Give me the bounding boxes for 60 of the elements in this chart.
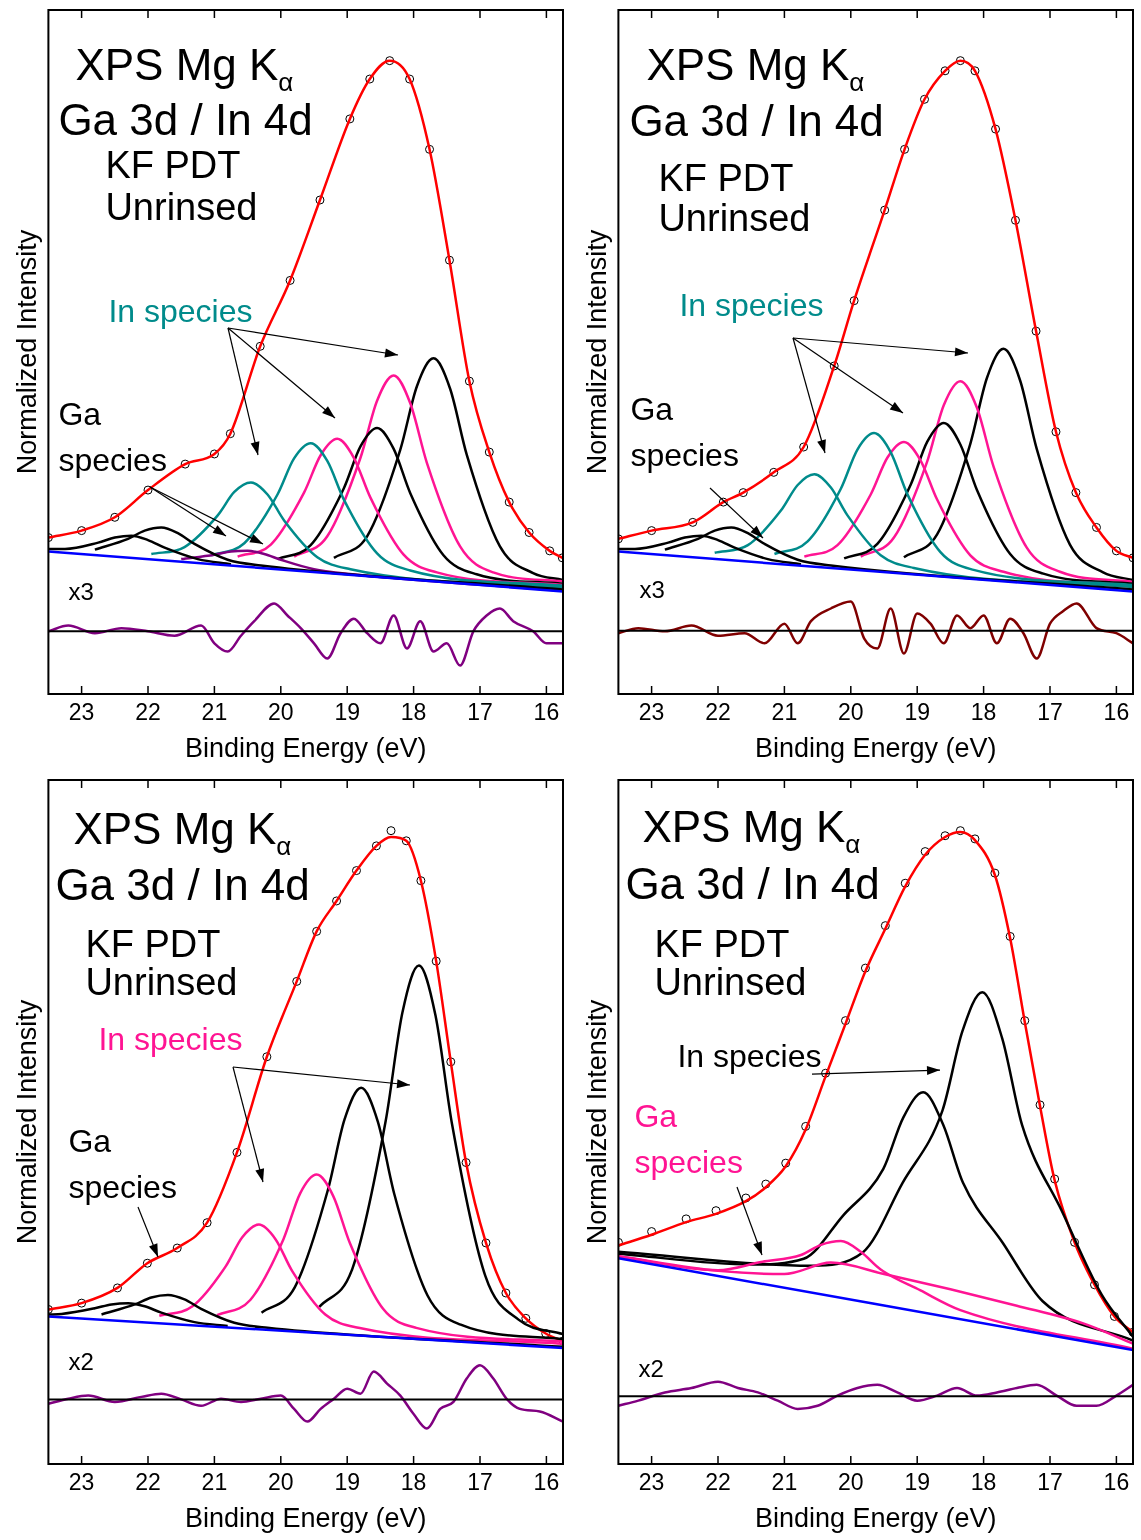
- x-axis-title: Binding Energy (eV): [184, 733, 427, 764]
- annotation: KF PDT: [105, 144, 241, 186]
- annotation: Ga species: [634, 1098, 743, 1180]
- annotation: Ga 3d / In 4d: [629, 96, 884, 145]
- x-tick-label: 21: [201, 699, 228, 726]
- x-tick-label: 20: [268, 1469, 294, 1496]
- x-axis-title: Binding Energy (eV): [754, 733, 997, 764]
- x-tick-label: 18: [970, 699, 997, 726]
- annotation: Ga 3d / In 4d: [625, 859, 880, 908]
- x-tick-label: 21: [201, 1469, 228, 1496]
- annotation: Unrinsed: [105, 186, 258, 228]
- x-tick-label: 16: [1103, 699, 1130, 726]
- annotation: x3: [639, 576, 665, 603]
- x-tick-label: 22: [705, 1469, 731, 1496]
- x-tick-label: 16: [533, 1469, 560, 1496]
- x-tick-label: 21: [771, 699, 798, 726]
- annotation: KF PDT: [658, 157, 794, 199]
- annotation: Unrinsed: [658, 197, 811, 239]
- x-tick-label: 17: [1037, 1469, 1063, 1496]
- annotation: x2: [638, 1355, 664, 1382]
- x-tick-label: 22: [135, 1469, 161, 1496]
- x-tick-label: 18: [400, 699, 427, 726]
- x-tick-label: 16: [1103, 1469, 1130, 1496]
- x-tick-label: 23: [68, 699, 95, 726]
- annotation: In species: [677, 1038, 822, 1074]
- x-tick-label: 19: [904, 1469, 930, 1496]
- x-tick-label: 20: [838, 1469, 864, 1496]
- x-tick-label: 20: [268, 699, 294, 726]
- x-tick-label: 19: [904, 699, 930, 726]
- x-tick-label: 18: [400, 1469, 427, 1496]
- x-tick-label: 22: [705, 699, 731, 726]
- x-tick-label: 23: [638, 699, 665, 726]
- x-tick-label: 22: [135, 699, 161, 726]
- annotation: Ga 3d / In 4d: [55, 860, 310, 909]
- annotation: x3: [68, 578, 94, 605]
- x-tick-label: 17: [467, 699, 493, 726]
- annotation: Ga species: [68, 1123, 177, 1205]
- x-tick-label: 19: [334, 699, 360, 726]
- x-tick-label: 20: [838, 699, 864, 726]
- x-tick-label: 16: [533, 699, 560, 726]
- annotation: Ga species: [58, 396, 167, 478]
- x-tick-label: 21: [771, 1469, 798, 1496]
- x-tick-label: 23: [68, 1469, 95, 1496]
- annotation: In species: [98, 1021, 243, 1057]
- x-tick-label: 18: [970, 1469, 997, 1496]
- x-axis-title: Binding Energy (eV): [184, 1503, 427, 1534]
- x-tick-label: 17: [467, 1469, 493, 1496]
- x-tick-label: 23: [638, 1469, 665, 1496]
- y-axis-title: Normalized Intensity: [11, 999, 42, 1245]
- annotation: Ga 3d / In 4d: [58, 95, 313, 144]
- y-axis-title: Normalized Intensity: [11, 229, 42, 475]
- x-axis-title: Binding Energy (eV): [754, 1503, 997, 1534]
- x-tick-label: 19: [334, 1469, 360, 1496]
- annotation: x2: [68, 1348, 94, 1375]
- annotation: In species: [108, 293, 253, 329]
- x-tick-label: 17: [1037, 699, 1063, 726]
- annotation: In species: [679, 287, 824, 323]
- annotation: Ga species: [630, 391, 739, 473]
- y-axis-title: Normalized Intensity: [581, 999, 612, 1245]
- y-axis-title: Normalized Intensity: [581, 229, 612, 475]
